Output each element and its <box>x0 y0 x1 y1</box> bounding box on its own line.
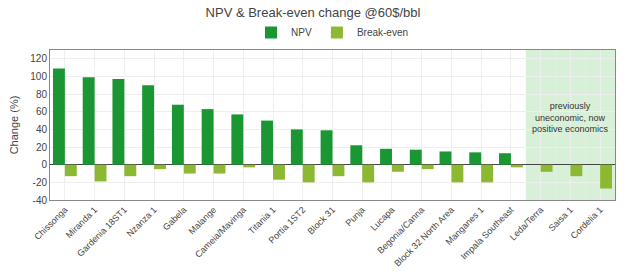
svg-text:Miranda 1: Miranda 1 <box>64 205 99 240</box>
svg-text:Cameia/Mavinga: Cameia/Mavinga <box>193 205 248 260</box>
svg-text:100: 100 <box>30 71 47 82</box>
svg-text:Impala Southeast: Impala Southeast <box>459 204 516 261</box>
svg-text:80: 80 <box>36 89 48 100</box>
svg-text:Saisa 1: Saisa 1 <box>547 205 575 233</box>
svg-text:Begonia/Canna: Begonia/Canna <box>375 205 426 256</box>
svg-text:0: 0 <box>41 159 47 170</box>
svg-text:Change (%): Change (%) <box>8 96 20 155</box>
svg-text:Block 32 North Area: Block 32 North Area <box>392 205 456 269</box>
svg-text:Lucapa: Lucapa <box>369 205 397 233</box>
svg-text:Cordelia 1: Cordelia 1 <box>569 205 605 241</box>
svg-text:Gardenia 18ST1: Gardenia 18ST1 <box>75 205 129 259</box>
svg-text:Malange: Malange <box>187 205 218 236</box>
svg-text:20: 20 <box>36 142 48 153</box>
svg-text:NPV & Break-even change @60$/b: NPV & Break-even change @60$/bbl <box>206 5 421 20</box>
svg-text:40: 40 <box>36 124 48 135</box>
svg-text:Block 31: Block 31 <box>306 205 337 236</box>
svg-text:-20: -20 <box>33 177 48 188</box>
svg-text:120: 120 <box>30 53 47 64</box>
svg-text:Break-even: Break-even <box>357 27 408 38</box>
svg-text:-40: -40 <box>33 195 48 206</box>
svg-text:Chissonga: Chissonga <box>32 205 69 242</box>
svg-text:previouslyuneconomic, nowposit: previouslyuneconomic, nowpositive econom… <box>532 101 609 134</box>
svg-text:NPV: NPV <box>291 27 312 38</box>
svg-text:60: 60 <box>36 106 48 117</box>
svg-text:Manganes 1: Manganes 1 <box>444 205 486 247</box>
svg-text:Nzanza 1: Nzanza 1 <box>125 205 159 239</box>
svg-text:Portia 1ST2: Portia 1ST2 <box>267 205 308 246</box>
svg-text:Gabela: Gabela <box>161 205 189 233</box>
svg-text:Leda/Terra: Leda/Terra <box>508 205 545 242</box>
svg-text:Titania 1: Titania 1 <box>246 205 277 236</box>
svg-text:Punja: Punja <box>343 205 366 228</box>
